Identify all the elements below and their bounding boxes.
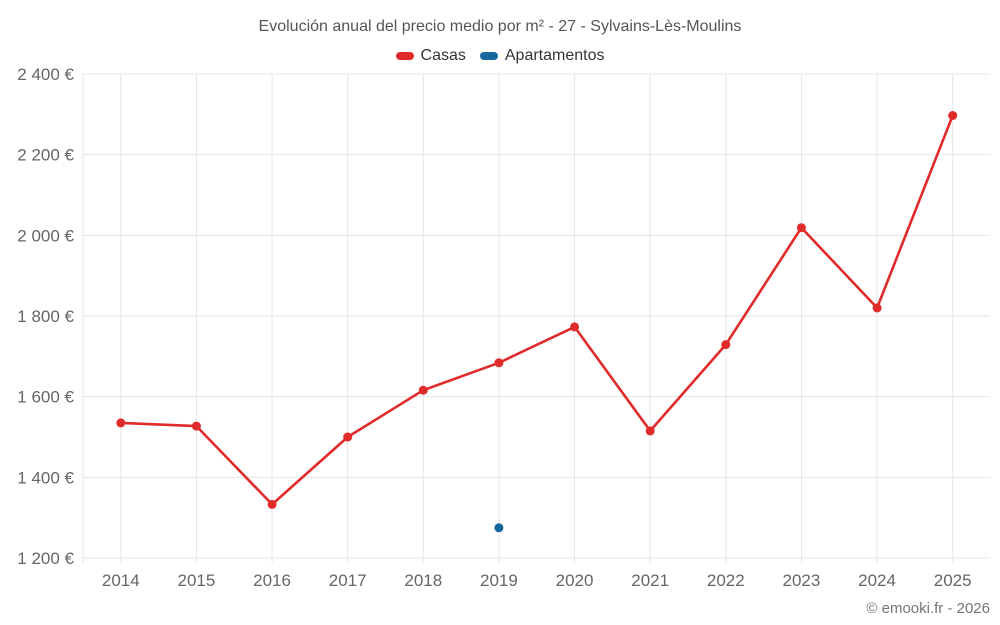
- data-point-casas-2016[interactable]: [267, 499, 277, 509]
- x-axis-label: 2025: [934, 571, 972, 590]
- legend-item-casas[interactable]: Casas: [395, 47, 466, 65]
- y-axis-label: 2 000 €: [17, 226, 74, 245]
- data-point-casas-2025[interactable]: [948, 111, 958, 120]
- x-axis-label: 2017: [329, 571, 367, 590]
- y-axis-label: 1 600 €: [17, 388, 74, 407]
- data-point-casas-2020[interactable]: [570, 322, 580, 332]
- legend-item-apartamentos[interactable]: Apartamentos: [479, 47, 605, 65]
- y-axis-label: 1 200 €: [17, 549, 74, 568]
- data-point-casas-2019[interactable]: [494, 358, 504, 368]
- data-point-casas-2014[interactable]: [116, 418, 126, 428]
- legend-label-casas: Casas: [420, 47, 466, 64]
- series-line-casas[interactable]: [119, 114, 955, 506]
- y-axis-label: 2 400 €: [17, 65, 74, 84]
- x-axis-label: 2019: [480, 571, 518, 590]
- y-axis-label: 1 800 €: [17, 307, 74, 326]
- data-point-casas-2024[interactable]: [872, 303, 882, 313]
- x-axis-label: 2021: [631, 571, 669, 590]
- legend-label-apartamentos: Apartamentos: [504, 47, 605, 64]
- y-axis-label: 1 400 €: [17, 468, 74, 487]
- data-point-casas-2023[interactable]: [796, 223, 806, 233]
- credits-link[interactable]: © emooki.fr - 2026: [866, 600, 990, 617]
- casas-series-swatch-icon: [395, 52, 414, 60]
- x-axis-label: 2014: [102, 571, 140, 590]
- x-axis-label: 2018: [404, 571, 442, 590]
- data-point-casas-2021[interactable]: [645, 426, 655, 436]
- x-axis-label: 2015: [178, 571, 216, 590]
- x-axis-label: 2020: [556, 571, 594, 590]
- x-axis-label: 2022: [707, 571, 745, 590]
- data-point-casas-2017[interactable]: [343, 432, 353, 442]
- apartamentos-series-swatch-icon: [479, 52, 498, 60]
- data-point-apartamentos-2019[interactable]: [494, 523, 504, 533]
- y-axis-label: 2 200 €: [17, 146, 74, 165]
- legend: Casas Apartamentos: [0, 47, 1000, 65]
- data-point-casas-2022[interactable]: [721, 340, 731, 350]
- data-point-casas-2015[interactable]: [191, 421, 201, 431]
- x-axis-label: 2023: [783, 571, 821, 590]
- x-axis-label: 2024: [858, 571, 896, 590]
- chart-title: Evolución anual del precio medio por m² …: [258, 18, 742, 35]
- data-point-casas-2018[interactable]: [418, 385, 428, 395]
- x-axis-label: 2016: [253, 571, 291, 590]
